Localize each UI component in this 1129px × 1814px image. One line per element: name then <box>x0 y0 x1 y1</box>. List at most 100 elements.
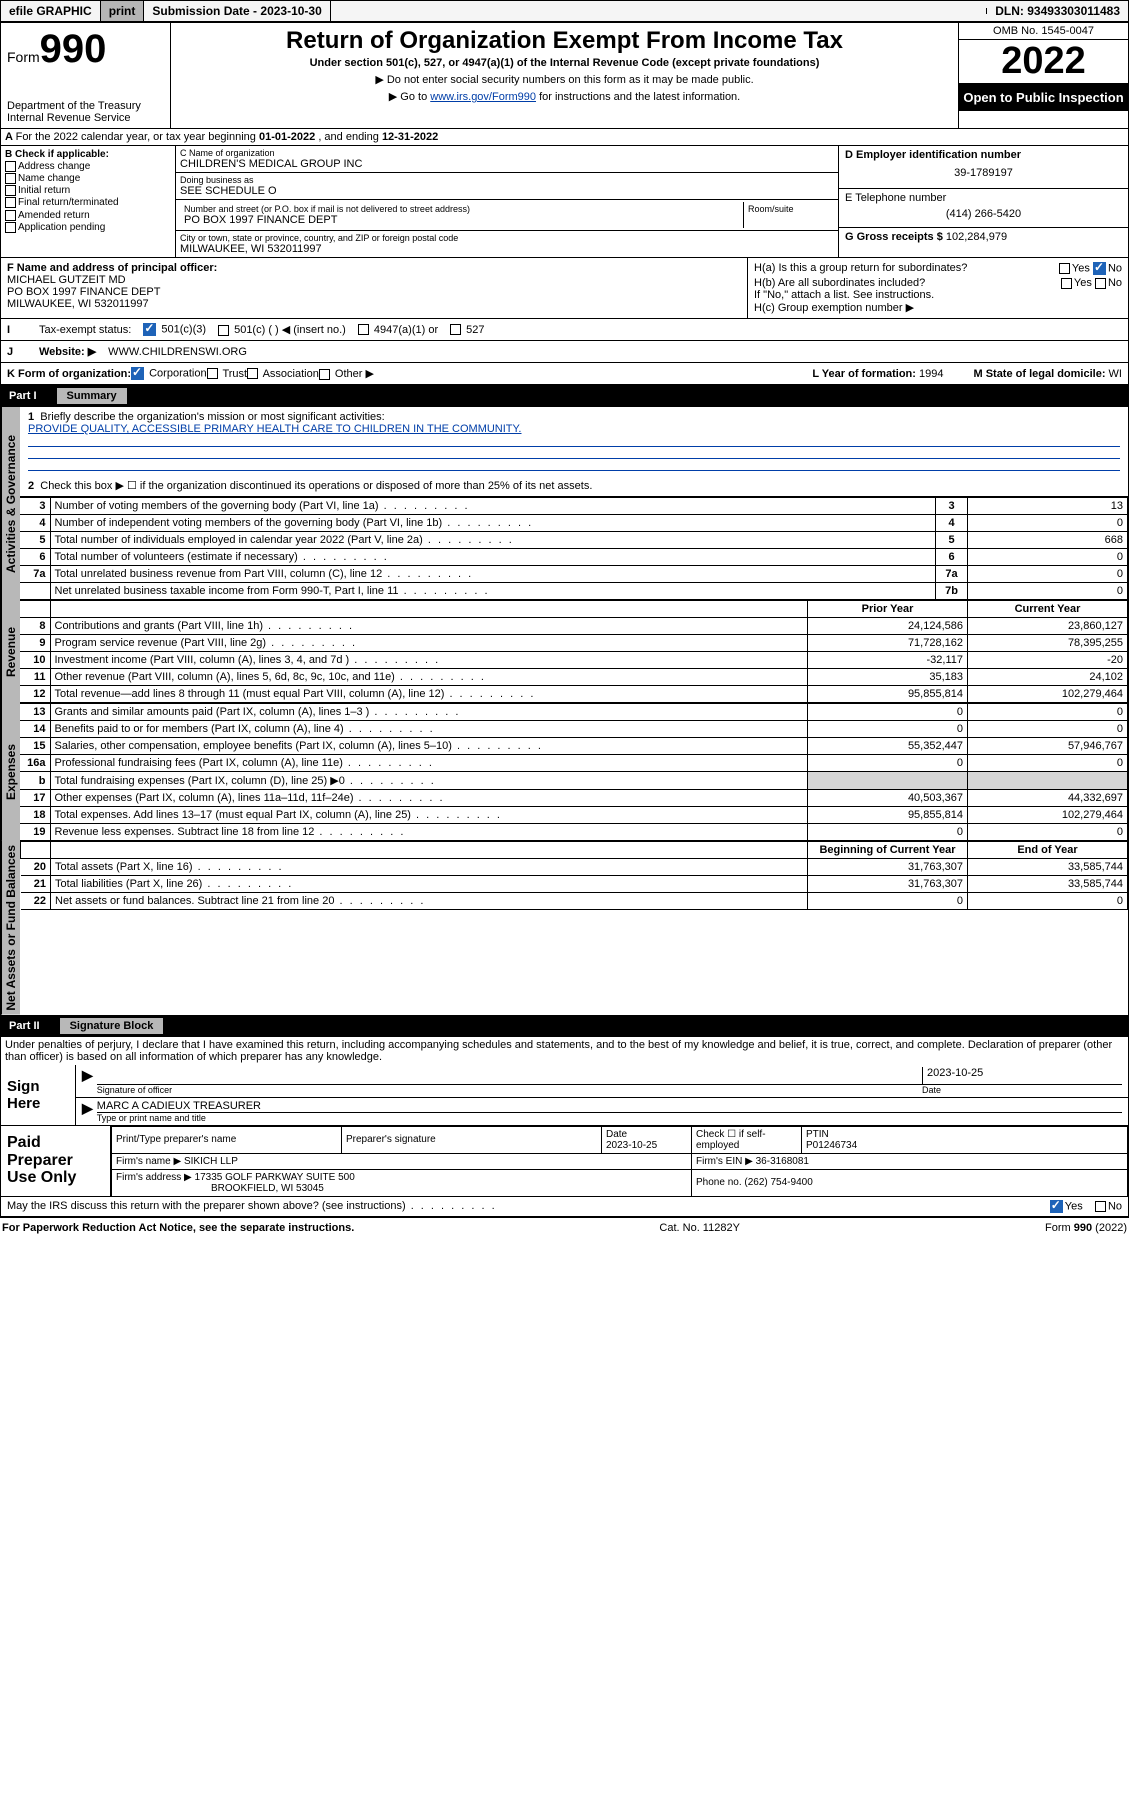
part-i-header: Part I Summary <box>1 385 1128 407</box>
footer: For Paperwork Reduction Act Notice, see … <box>0 1218 1129 1238</box>
k-l-m-row: K Form of organization: Corporation Trus… <box>1 363 1128 385</box>
sign-arrow-icon: ▶ <box>82 1067 93 1095</box>
table-row: 22 Net assets or fund balances. Subtract… <box>21 893 1128 910</box>
hb-no[interactable] <box>1095 278 1106 289</box>
tax-year-begin: 01-01-2022 <box>259 131 315 143</box>
discuss-yes[interactable] <box>1050 1200 1063 1213</box>
ein: 39-1789197 <box>845 161 1122 185</box>
print-button[interactable]: print <box>101 1 145 21</box>
tax-exempt-status: I Tax-exempt status: 501(c)(3) 501(c) ( … <box>1 319 1128 341</box>
topbar-spacer <box>331 8 987 14</box>
year-formation: 1994 <box>919 368 943 380</box>
org-dba: SEE SCHEDULE O <box>180 185 834 197</box>
header-right: OMB No. 1545-0047 2022 Open to Public In… <box>958 23 1128 128</box>
table-row: 15 Salaries, other compensation, employe… <box>20 738 1128 755</box>
table-row: 8 Contributions and grants (Part VIII, l… <box>20 618 1128 635</box>
f-h-row: F Name and address of principal officer:… <box>1 258 1128 319</box>
chk-final-return[interactable] <box>5 197 16 208</box>
table-row: 5 Total number of individuals employed i… <box>20 532 1128 549</box>
cat-no: Cat. No. 11282Y <box>659 1222 740 1234</box>
gross-receipts: 102,284,979 <box>946 231 1007 243</box>
net-assets-table: Beginning of Current Year End of Year 20… <box>20 841 1128 910</box>
declaration-text: Under penalties of perjury, I declare th… <box>1 1037 1128 1065</box>
chk-trust[interactable] <box>207 368 218 379</box>
table-row: b Total fundraising expenses (Part IX, c… <box>20 772 1128 790</box>
table-row: 7a Total unrelated business revenue from… <box>20 566 1128 583</box>
tab-net-assets: Net Assets or Fund Balances <box>1 841 20 1015</box>
preparer-date: 2023-10-25 <box>606 1140 657 1151</box>
chk-address-change[interactable] <box>5 161 16 172</box>
chk-corp[interactable] <box>131 367 144 380</box>
ptin: P01246734 <box>806 1140 857 1151</box>
box-b: B Check if applicable: Address change Na… <box>1 146 176 257</box>
mission-statement: PROVIDE QUALITY, ACCESSIBLE PRIMARY HEAL… <box>28 423 1120 435</box>
sign-here-label: Sign Here <box>1 1065 76 1125</box>
table-row: 14 Benefits paid to or for members (Part… <box>20 721 1128 738</box>
chk-amended-return[interactable] <box>5 210 16 221</box>
discuss-row: May the IRS discuss this return with the… <box>1 1197 1128 1217</box>
form990-link[interactable]: www.irs.gov/Form990 <box>430 91 536 103</box>
paid-preparer-table: Print/Type preparer's name Preparer's si… <box>111 1126 1128 1196</box>
omb-number: OMB No. 1545-0047 <box>959 23 1128 40</box>
part-i-body: Activities & Governance 1 Briefly descri… <box>1 407 1128 600</box>
sign-here-row: Sign Here ▶ 2023-10-25 Signature of offi… <box>1 1065 1128 1126</box>
tax-year-end: 12-31-2022 <box>382 131 438 143</box>
part-ii-header: Part II Signature Block <box>1 1015 1128 1037</box>
table-row: 11 Other revenue (Part VIII, column (A),… <box>20 669 1128 686</box>
table-row: Net unrelated business taxable income fr… <box>20 583 1128 600</box>
officer-signature-name: MARC A CADIEUX TREASURER <box>97 1100 1122 1113</box>
form-subtitle: Under section 501(c), 527, or 4947(a)(1)… <box>177 57 952 69</box>
form-container: Form990 Department of the Treasury Inter… <box>0 22 1129 1218</box>
firm-ein: 36-3168081 <box>756 1156 809 1167</box>
dln-value: 93493303011483 <box>1027 4 1120 18</box>
table-row: 10 Investment income (Part VIII, column … <box>20 652 1128 669</box>
chk-4947[interactable] <box>358 324 369 335</box>
telephone: (414) 266-5420 <box>845 204 1122 224</box>
efile-label: efile GRAPHIC <box>1 1 101 21</box>
net-assets-section: Net Assets or Fund Balances Beginning of… <box>1 841 1128 1015</box>
firm-addr2: BROOKFIELD, WI 53045 <box>116 1183 324 1194</box>
website-value: WWW.CHILDRENSWI.ORG <box>108 346 247 358</box>
header-mid: Return of Organization Exempt From Incom… <box>171 23 958 128</box>
tax-year: 2022 <box>959 40 1128 84</box>
firm-addr1: 17335 GOLF PARKWAY SUITE 500 <box>195 1172 355 1183</box>
dept-label: Department of the Treasury <box>7 100 164 112</box>
tab-governance: Activities & Governance <box>1 407 20 600</box>
chk-initial-return[interactable] <box>5 185 16 196</box>
table-row: 19 Revenue less expenses. Subtract line … <box>20 824 1128 841</box>
ha-yes[interactable] <box>1059 263 1070 274</box>
hb-yes[interactable] <box>1061 278 1072 289</box>
box-d-e-g: D Employer identification number 39-1789… <box>838 146 1128 257</box>
org-city: MILWAUKEE, WI 532011997 <box>180 243 834 255</box>
box-h: H(a) Is this a group return for subordin… <box>748 258 1128 318</box>
org-name: CHILDREN'S MEDICAL GROUP INC <box>180 158 834 170</box>
box-f: F Name and address of principal officer:… <box>1 258 748 318</box>
chk-501c[interactable] <box>218 325 229 336</box>
sign-arrow2-icon: ▶ <box>82 1100 93 1123</box>
firm-phone: (262) 754-9400 <box>744 1177 812 1188</box>
officer-addr2: MILWAUKEE, WI 532011997 <box>7 298 741 310</box>
chk-name-change[interactable] <box>5 173 16 184</box>
discuss-no[interactable] <box>1095 1201 1106 1212</box>
chk-application-pending[interactable] <box>5 222 16 233</box>
sign-date: 2023-10-25 <box>922 1067 1122 1084</box>
box-c: C Name of organization CHILDREN'S MEDICA… <box>176 146 838 257</box>
table-row: 21 Total liabilities (Part X, line 26) 3… <box>21 876 1128 893</box>
officer-addr1: PO BOX 1997 FINANCE DEPT <box>7 286 741 298</box>
chk-other[interactable] <box>319 369 330 380</box>
revenue-table: Prior Year Current Year 8 Contributions … <box>20 600 1128 703</box>
website-row: J Website: ▶ WWW.CHILDRENSWI.ORG <box>1 341 1128 363</box>
paid-preparer-row: Paid Preparer Use Only Print/Type prepar… <box>1 1126 1128 1197</box>
table-row: 17 Other expenses (Part IX, column (A), … <box>20 790 1128 807</box>
chk-527[interactable] <box>450 324 461 335</box>
table-row: 20 Total assets (Part X, line 16) 31,763… <box>21 859 1128 876</box>
paid-preparer-label: Paid Preparer Use Only <box>1 1126 111 1196</box>
ha-no[interactable] <box>1093 262 1106 275</box>
officer-name: MICHAEL GUTZEIT MD <box>7 274 741 286</box>
chk-assoc[interactable] <box>247 368 258 379</box>
table-row: 16a Professional fundraising fees (Part … <box>20 755 1128 772</box>
table-row: 12 Total revenue—add lines 8 through 11 … <box>20 686 1128 703</box>
chk-501c3[interactable] <box>143 323 156 336</box>
revenue-section: Revenue Prior Year Current Year 8 Contri… <box>1 600 1128 703</box>
section-a: A For the 2022 calendar year, or tax yea… <box>1 129 1128 146</box>
